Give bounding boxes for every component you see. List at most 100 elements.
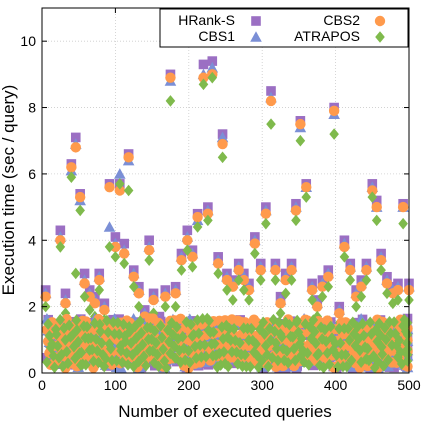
data-point: [225, 334, 236, 347]
data-point: [367, 185, 378, 196]
data-point: [213, 267, 223, 280]
data-point: [134, 300, 144, 313]
data-point: [197, 313, 208, 325]
data-point: [302, 347, 313, 359]
data-point: [276, 331, 287, 343]
data-point: [275, 307, 286, 320]
legend-label: CBS1: [198, 28, 235, 44]
data-point: [123, 152, 134, 163]
y-tick-label: 2: [28, 299, 36, 315]
data-point: [307, 294, 317, 306]
data-point: [263, 360, 274, 373]
data-point: [223, 360, 234, 373]
data-point: [119, 248, 130, 259]
data-point: [66, 162, 77, 173]
data-point: [280, 287, 291, 300]
data-point: [224, 322, 235, 335]
data-point: [286, 274, 297, 286]
data-point: [64, 319, 75, 332]
x-tick-label: 500: [397, 377, 421, 393]
data-point: [55, 313, 66, 326]
data-point: [202, 208, 214, 219]
data-point: [385, 327, 396, 340]
data-point: [86, 332, 96, 344]
data-point: [268, 313, 279, 326]
data-point: [356, 281, 367, 292]
data-point: [288, 331, 298, 343]
data-point: [255, 323, 265, 336]
data-point: [216, 131, 229, 143]
data-point: [165, 72, 176, 83]
data-point: [312, 301, 323, 312]
data-point: [351, 300, 361, 313]
data-point: [79, 278, 90, 289]
x-tick-label: 300: [251, 377, 275, 393]
data-point: [81, 359, 91, 371]
data-point: [59, 322, 69, 335]
data-point: [235, 337, 245, 349]
data-point: [383, 354, 394, 366]
data-point: [231, 346, 242, 359]
data-point: [264, 322, 275, 335]
data-point: [164, 335, 174, 348]
data-point: [328, 105, 340, 117]
y-tick-label: 4: [28, 232, 36, 248]
data-point: [384, 315, 395, 328]
legend-box: [159, 8, 409, 48]
data-point: [48, 349, 59, 362]
data-point: [267, 351, 278, 364]
data-point: [44, 330, 55, 342]
data-point: [148, 294, 159, 306]
data-point: [367, 191, 378, 203]
data-point: [318, 361, 329, 374]
data-point: [335, 337, 346, 349]
data-point: [60, 298, 71, 309]
data-point: [132, 344, 143, 356]
data-point: [299, 356, 309, 368]
data-point: [82, 320, 92, 333]
data-point: [192, 314, 203, 326]
data-point: [233, 264, 244, 276]
legend-label: HRank-S: [178, 12, 235, 28]
data-point: [60, 288, 71, 299]
data-point: [345, 274, 356, 286]
data-point: [253, 361, 264, 374]
data-point: [291, 214, 301, 227]
data-point: [220, 357, 230, 370]
data-point: [70, 132, 81, 143]
data-point: [52, 340, 63, 352]
data-point: [146, 333, 157, 346]
data-point: [378, 360, 389, 372]
data-point: [334, 322, 344, 335]
data-point: [175, 356, 186, 368]
data-point: [89, 298, 101, 309]
data-point: [247, 334, 258, 347]
data-point: [270, 264, 281, 276]
data-point: [137, 338, 148, 351]
y-tick-label: 6: [28, 166, 36, 182]
data-point: [99, 304, 110, 316]
data-point: [179, 342, 189, 355]
data-point: [376, 264, 386, 276]
data-point: [240, 349, 250, 361]
data-point: [388, 297, 398, 310]
data-point: [214, 347, 225, 360]
data-point: [402, 355, 413, 367]
data-point: [233, 274, 244, 286]
y-tick-label: 8: [28, 100, 36, 116]
data-point: [398, 217, 408, 230]
data-point: [67, 329, 78, 341]
data-point: [217, 321, 227, 333]
legend-label: ATRAPOS: [294, 28, 360, 44]
series-cluster-atrapos: [42, 312, 413, 374]
data-point: [293, 326, 304, 339]
data-point: [182, 244, 193, 257]
data-point: [380, 322, 390, 334]
data-point: [331, 349, 342, 361]
data-point: [61, 345, 72, 358]
series-cbs2: [40, 69, 415, 355]
data-point: [208, 326, 219, 338]
data-point: [114, 168, 126, 179]
